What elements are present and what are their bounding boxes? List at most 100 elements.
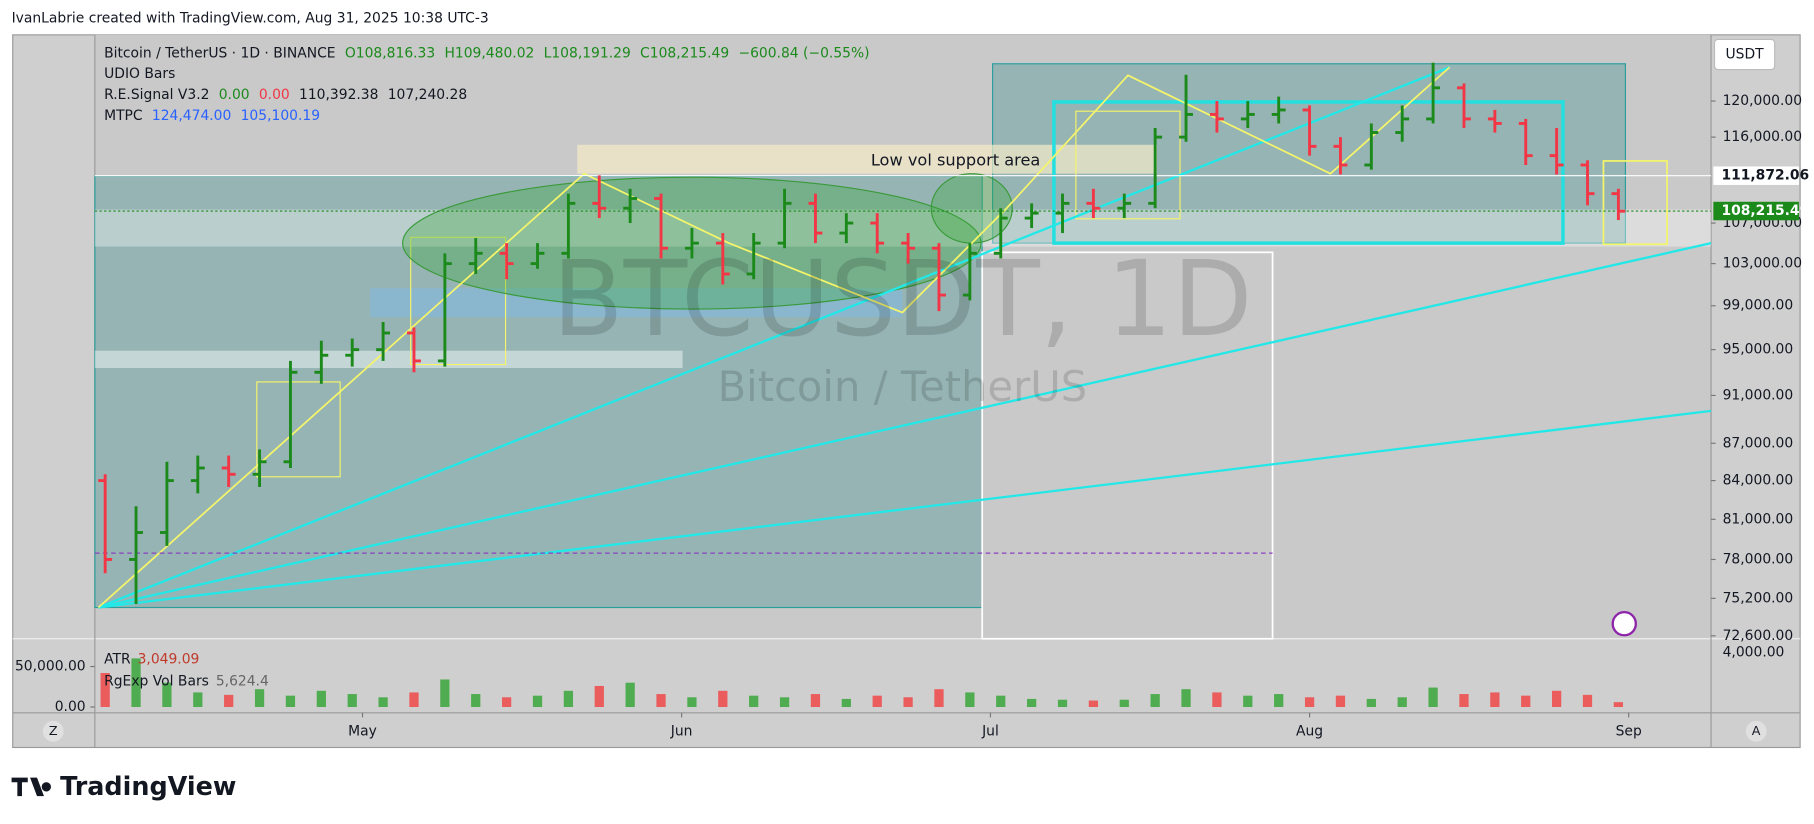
watermark: Bitcoin / TetherUS (718, 362, 1088, 411)
indicator-name: MTPC (104, 108, 143, 124)
box (981, 251, 1274, 640)
x-tick-label: Jul (981, 723, 999, 739)
volume-bar (502, 697, 512, 708)
zoom-label[interactable]: Z (49, 723, 58, 738)
x-tick-label: Aug (1296, 723, 1323, 739)
ohlc: L108,191.29 (544, 45, 631, 61)
volume-bar (718, 690, 728, 708)
indicator: ATR 3,049.09 (104, 652, 199, 668)
volume-bar (1274, 694, 1284, 708)
volume-bar (1150, 694, 1160, 708)
y-tick-label: 81,000.00 (1723, 511, 1794, 527)
credit: IvanLabrie created with TradingView.com,… (12, 11, 489, 27)
volume-bar (347, 694, 357, 708)
band (94, 209, 1712, 247)
volume-bar (1366, 698, 1376, 708)
volume-bar (810, 694, 821, 708)
brand: TradingView (60, 772, 236, 802)
indicator-value: 0.00 (259, 87, 290, 103)
volume-bar (1335, 695, 1346, 708)
alert-icon[interactable] (1611, 610, 1637, 637)
box (256, 381, 341, 478)
volume-bar (1582, 694, 1593, 708)
indicator-value: 5,624.4 (216, 674, 269, 690)
volume-bar (872, 695, 882, 708)
fan-lines (97, 66, 1712, 609)
volume-bar (1459, 694, 1469, 708)
currency-button[interactable] (1713, 38, 1776, 71)
indicator: MTPC 124,474.00 105,100.19 (104, 108, 320, 124)
indicator-name: ATR (104, 652, 131, 668)
volume-bar (934, 689, 944, 708)
y-tick-label: 103,000.00 (1723, 256, 1802, 272)
volume-bar (779, 697, 790, 708)
volume-bar (131, 658, 141, 708)
volume-bar (1521, 695, 1531, 708)
auto-button[interactable] (1745, 720, 1767, 742)
volume-bar (193, 692, 203, 708)
volume-bar (532, 695, 543, 708)
volume-bar (996, 695, 1006, 708)
volume-bar (656, 694, 666, 708)
volume-bar (594, 685, 604, 708)
volume-bar (563, 690, 574, 708)
y-tick-label: 91,000.00 (1723, 387, 1794, 403)
indicator-name: R.E.Signal V3.2 (104, 87, 209, 103)
price-tag (1713, 166, 1799, 185)
volume-bar (378, 697, 388, 708)
volume-bar (1551, 690, 1562, 708)
band (94, 350, 683, 369)
volume-bar (224, 694, 234, 708)
x-tick-label: May (348, 723, 377, 739)
volume-tick-label: 0.00 (55, 699, 86, 715)
volume-bar (1088, 700, 1099, 708)
indicator-value: 105,100.19 (241, 108, 320, 124)
y-tick-label: 78,000.00 (1723, 551, 1794, 567)
volume-bar (100, 672, 110, 708)
marks (94, 62, 1712, 708)
y-tick-label: 116,000.00 (1723, 129, 1802, 145)
volume-bar (1181, 689, 1191, 708)
box (410, 236, 507, 366)
volume-bar (1397, 697, 1407, 708)
volume-bar (254, 689, 265, 708)
watermark: BTCUSDT, 1D (552, 238, 1252, 360)
zigzag (97, 66, 1451, 609)
logo (11, 777, 51, 797)
y-tick-label: 84,000.00 (1723, 473, 1794, 489)
volume-bar (749, 695, 759, 708)
indicator-value: 124,474.00 (152, 108, 231, 124)
volume-bar (1026, 698, 1037, 708)
currency[interactable]: USDT (1726, 47, 1765, 63)
indicator: UDIO Bars (104, 66, 175, 82)
symbol: Bitcoin / TetherUS · 1D · BINANCE (104, 45, 335, 61)
volume-bar (1057, 699, 1068, 708)
volume-bar (1613, 702, 1624, 708)
price-tag (1713, 201, 1799, 221)
box (1052, 100, 1565, 245)
y-tick-label: 120,000.00 (1723, 93, 1802, 109)
volume-bar (409, 692, 419, 708)
legend: Bitcoin / TetherUS · 1D · BINANCE O108,81… (104, 45, 869, 61)
indicator-value: 3,049.09 (138, 652, 200, 668)
auto-label[interactable]: A (1752, 723, 1761, 738)
volume-bar (687, 697, 697, 708)
atr-axis-label: 4,000.00 (1723, 645, 1785, 661)
ohlc: H109,480.02 (444, 45, 534, 61)
box (1075, 110, 1181, 220)
price-tag-label: 108,215.49 (1721, 203, 1809, 219)
y-tick-label: 95,000.00 (1723, 342, 1794, 358)
volume-bar (162, 682, 172, 708)
zoom-button[interactable] (42, 720, 64, 742)
volume-bar (440, 679, 450, 708)
change: −600.84 (−0.55%) (738, 45, 869, 61)
volume-bar (903, 697, 913, 708)
x-tick-label: Sep (1616, 723, 1642, 739)
volume-bar (1119, 699, 1129, 708)
volume-bar (965, 692, 975, 708)
volume-bar (316, 690, 326, 708)
indicator: R.E.Signal V3.2 0.00 0.00 110,392.38 107,240… (104, 87, 467, 103)
ohlc: O108,816.33 (345, 45, 435, 61)
